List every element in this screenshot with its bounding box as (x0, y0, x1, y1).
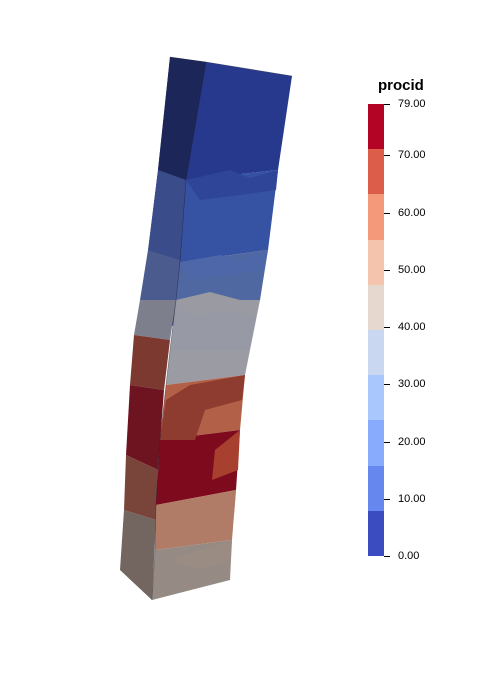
colorbar-tick-label: 40.00 (398, 321, 426, 334)
colorbar (368, 104, 384, 557)
colorbar-tick-label: 10.00 (398, 492, 426, 505)
colorbar-segment (368, 465, 384, 511)
colorbar-tick-label: 0.00 (398, 550, 420, 562)
colorbar-tick-label: 20.00 (398, 435, 426, 448)
colorbar-segment (368, 284, 384, 331)
partition-patches (160, 170, 278, 570)
colorbar-tick-mark (384, 212, 390, 214)
colorbar-tick-label: 70.00 (398, 149, 426, 162)
colorbar-segment (368, 149, 384, 195)
colorbar-segment (368, 375, 384, 421)
colorbar-segment (368, 104, 384, 150)
colorbar-tick-label: 79.00 (398, 98, 426, 110)
colorbar-title: procid (378, 77, 424, 94)
colorbar-tick-mark (384, 155, 390, 157)
colorbar-tick-label: 30.00 (398, 378, 426, 391)
colorbar-tick-mark (384, 556, 390, 557)
colorbar-segment (368, 420, 384, 466)
colorbar-segment (368, 239, 384, 285)
colorbar-tick-mark (384, 384, 390, 386)
colorbar-tick-label: 50.00 (398, 263, 426, 276)
colorbar-tick-label: 60.00 (398, 206, 426, 219)
colorbar-segment (368, 194, 384, 240)
colorbar-tick-mark (384, 327, 390, 329)
colorbar-tick-mark (384, 104, 390, 105)
colorbar-tick-mark (384, 498, 390, 500)
colorbar-segment (368, 330, 384, 376)
colorbar-tick-mark (384, 269, 390, 271)
colorbar-segment (368, 510, 384, 557)
colorbar-tick-mark (384, 441, 390, 443)
mesh-edges (151, 56, 293, 601)
